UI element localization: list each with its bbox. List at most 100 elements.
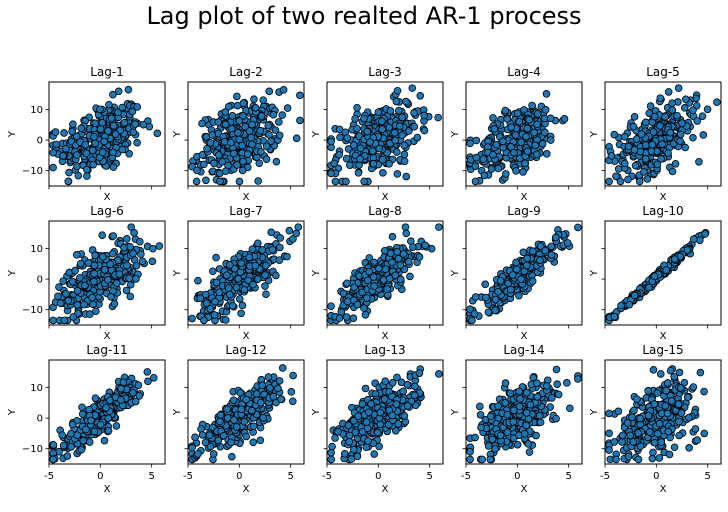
data-point xyxy=(661,112,669,121)
data-point xyxy=(100,265,109,274)
data-point xyxy=(471,293,480,301)
data-point xyxy=(345,161,354,169)
data-point xyxy=(663,409,672,418)
data-point xyxy=(691,425,700,433)
data-point xyxy=(663,379,672,387)
data-point xyxy=(491,306,499,315)
data-point xyxy=(388,411,397,420)
data-point xyxy=(59,152,67,160)
x-tick-label: 5 xyxy=(148,471,154,482)
subplot-title: Lag-2 xyxy=(229,65,263,79)
data-point xyxy=(107,293,115,301)
scatter-points xyxy=(188,86,304,186)
data-point xyxy=(361,311,370,319)
data-point xyxy=(68,420,77,429)
data-point xyxy=(645,428,654,436)
data-point xyxy=(100,436,109,445)
data-point xyxy=(289,397,297,406)
data-point xyxy=(661,402,670,410)
data-point xyxy=(201,438,210,447)
data-point xyxy=(563,379,571,387)
subplot-title: Lag-3 xyxy=(368,65,402,79)
data-point xyxy=(675,431,683,440)
data-point xyxy=(49,455,57,464)
data-point xyxy=(605,429,613,438)
data-point xyxy=(528,277,537,286)
data-point xyxy=(635,177,644,186)
data-point xyxy=(128,107,137,116)
data-point xyxy=(55,283,63,291)
data-point xyxy=(354,412,362,421)
y-axis-label: Y xyxy=(7,269,18,277)
data-point xyxy=(235,117,244,125)
scatter-points xyxy=(605,365,709,464)
data-point xyxy=(209,267,217,276)
data-point xyxy=(650,400,659,408)
data-point xyxy=(644,387,652,395)
data-point xyxy=(268,245,277,254)
data-point xyxy=(618,431,627,440)
data-point xyxy=(104,276,112,284)
data-point xyxy=(402,172,411,181)
data-point xyxy=(693,436,702,444)
data-point xyxy=(98,231,106,239)
data-point xyxy=(370,450,379,458)
data-point xyxy=(89,160,97,169)
data-point xyxy=(362,443,371,452)
data-point xyxy=(670,443,679,452)
data-point xyxy=(63,452,72,460)
data-point xyxy=(491,295,500,304)
data-point xyxy=(208,131,217,139)
data-point xyxy=(511,131,520,139)
data-point xyxy=(73,431,82,439)
data-point xyxy=(344,421,353,430)
data-point xyxy=(201,290,210,299)
data-point xyxy=(274,384,282,393)
data-point xyxy=(683,393,692,402)
data-point xyxy=(532,431,540,440)
x-tick-label: 5 xyxy=(287,471,293,482)
data-point xyxy=(658,140,666,148)
data-point xyxy=(117,396,125,404)
data-point xyxy=(249,422,258,431)
data-point xyxy=(466,455,474,464)
data-point xyxy=(362,418,371,426)
data-point xyxy=(695,158,703,166)
data-point xyxy=(292,134,301,143)
data-point xyxy=(276,234,285,242)
data-point xyxy=(118,145,127,154)
data-point xyxy=(241,122,249,131)
data-point xyxy=(617,301,625,310)
data-point xyxy=(267,137,275,146)
data-point xyxy=(275,377,284,385)
data-point xyxy=(552,365,561,374)
data-point xyxy=(675,368,684,377)
data-point xyxy=(396,275,405,284)
data-point xyxy=(541,128,549,137)
data-point xyxy=(522,132,530,141)
data-point xyxy=(233,161,241,169)
data-point xyxy=(192,177,201,186)
data-point xyxy=(512,167,520,175)
data-point xyxy=(109,90,117,99)
data-point xyxy=(538,140,547,148)
data-point xyxy=(60,129,68,137)
data-point xyxy=(148,257,157,266)
data-point xyxy=(221,120,230,129)
data-point xyxy=(82,149,91,158)
data-point xyxy=(420,126,429,135)
x-tick-label: 0 xyxy=(97,471,103,482)
data-point xyxy=(235,295,244,303)
data-point xyxy=(647,147,656,155)
y-axis-label: Y xyxy=(589,408,600,416)
data-point xyxy=(261,271,269,279)
data-point xyxy=(216,177,224,186)
data-point xyxy=(404,257,413,266)
data-point xyxy=(76,259,85,268)
data-point xyxy=(223,405,231,413)
data-point xyxy=(408,84,417,92)
data-point xyxy=(262,155,271,163)
data-point xyxy=(122,235,131,243)
data-point xyxy=(664,427,672,436)
data-point xyxy=(104,127,112,135)
